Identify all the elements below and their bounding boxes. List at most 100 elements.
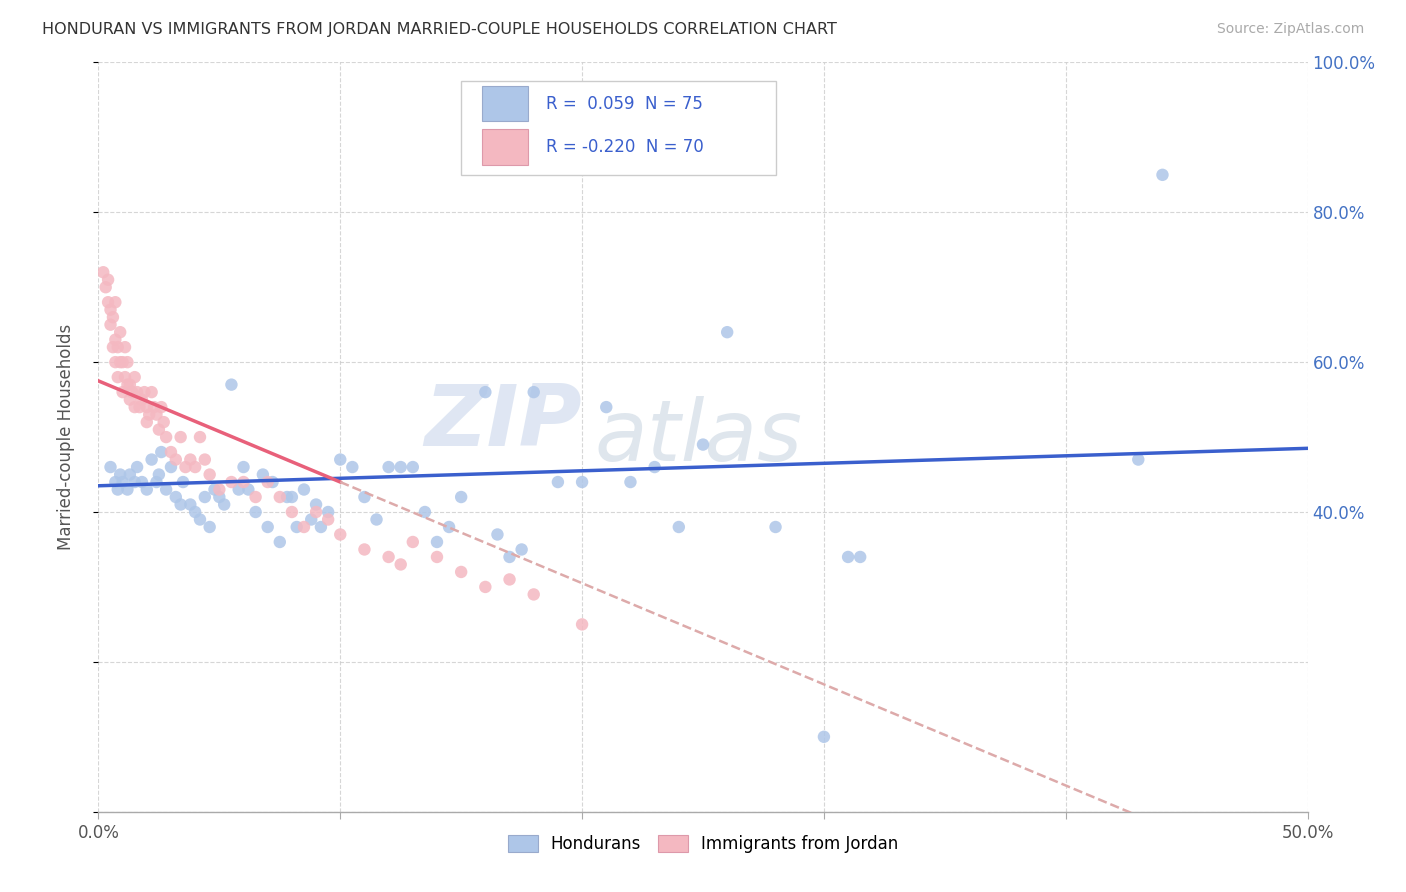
Point — [212, 498, 235, 512]
Point — [107, 370, 129, 384]
Point — [402, 460, 425, 475]
Point — [1152, 168, 1174, 182]
Point — [194, 452, 217, 467]
Point — [547, 475, 569, 489]
Point — [329, 527, 352, 541]
Point — [523, 385, 546, 400]
Point — [194, 490, 217, 504]
Point — [228, 483, 250, 497]
Point — [837, 549, 859, 564]
Point — [108, 325, 131, 339]
Point — [486, 527, 509, 541]
Point — [498, 549, 520, 564]
Point — [299, 512, 322, 526]
Point — [104, 355, 127, 369]
Point — [179, 498, 201, 512]
Point — [221, 475, 243, 489]
Point — [389, 460, 412, 475]
Point — [198, 467, 221, 482]
Point — [172, 475, 194, 489]
Point — [644, 460, 666, 475]
Point — [117, 377, 139, 392]
Point — [813, 730, 835, 744]
Point — [413, 505, 436, 519]
Point — [450, 490, 472, 504]
Point — [124, 400, 146, 414]
Point — [276, 490, 298, 504]
Point — [104, 475, 127, 489]
Point — [188, 512, 211, 526]
Point — [437, 520, 460, 534]
Point — [292, 483, 315, 497]
Point — [150, 445, 173, 459]
Point — [100, 318, 122, 332]
Point — [121, 385, 143, 400]
Point — [619, 475, 641, 489]
Point — [510, 542, 533, 557]
Point — [692, 437, 714, 451]
Text: Source: ZipAtlas.com: Source: ZipAtlas.com — [1216, 22, 1364, 37]
Point — [143, 400, 166, 414]
Point — [309, 520, 332, 534]
Point — [118, 377, 141, 392]
Point — [262, 475, 284, 489]
Point — [269, 490, 291, 504]
Point — [256, 520, 278, 534]
FancyBboxPatch shape — [461, 81, 776, 175]
Point — [377, 549, 399, 564]
Point — [104, 333, 127, 347]
Point — [114, 370, 136, 384]
Point — [107, 340, 129, 354]
Point — [285, 520, 308, 534]
Point — [145, 475, 167, 489]
Point — [329, 452, 352, 467]
Point — [316, 505, 339, 519]
Point — [342, 460, 364, 475]
Point — [256, 475, 278, 489]
Point — [141, 385, 163, 400]
Point — [145, 408, 167, 422]
FancyBboxPatch shape — [482, 86, 527, 121]
Point — [127, 460, 149, 475]
Point — [292, 520, 315, 534]
Point — [174, 460, 197, 475]
Point — [148, 423, 170, 437]
Point — [245, 505, 267, 519]
Point — [97, 273, 120, 287]
Point — [101, 310, 124, 325]
Point — [198, 520, 221, 534]
Text: R =  0.059  N = 75: R = 0.059 N = 75 — [546, 95, 703, 112]
Point — [595, 400, 617, 414]
Point — [523, 587, 546, 601]
Point — [316, 512, 339, 526]
Point — [134, 385, 156, 400]
Point — [353, 542, 375, 557]
Point — [281, 505, 304, 519]
Point — [131, 392, 153, 407]
Point — [127, 385, 149, 400]
Point — [165, 452, 187, 467]
Point — [716, 325, 738, 339]
Point — [450, 565, 472, 579]
Point — [160, 445, 183, 459]
Point — [281, 490, 304, 504]
Point — [474, 580, 496, 594]
Point — [208, 490, 231, 504]
Text: atlas: atlas — [595, 395, 803, 479]
Point — [169, 498, 191, 512]
Point — [100, 302, 122, 317]
Point — [668, 520, 690, 534]
Point — [155, 483, 177, 497]
Point — [118, 392, 141, 407]
Point — [165, 490, 187, 504]
Point — [366, 512, 388, 526]
Point — [152, 415, 174, 429]
Point — [118, 467, 141, 482]
Point — [849, 549, 872, 564]
Point — [232, 460, 254, 475]
Point — [169, 430, 191, 444]
Point — [402, 535, 425, 549]
Point — [124, 475, 146, 489]
Point — [1128, 452, 1150, 467]
Point — [765, 520, 787, 534]
